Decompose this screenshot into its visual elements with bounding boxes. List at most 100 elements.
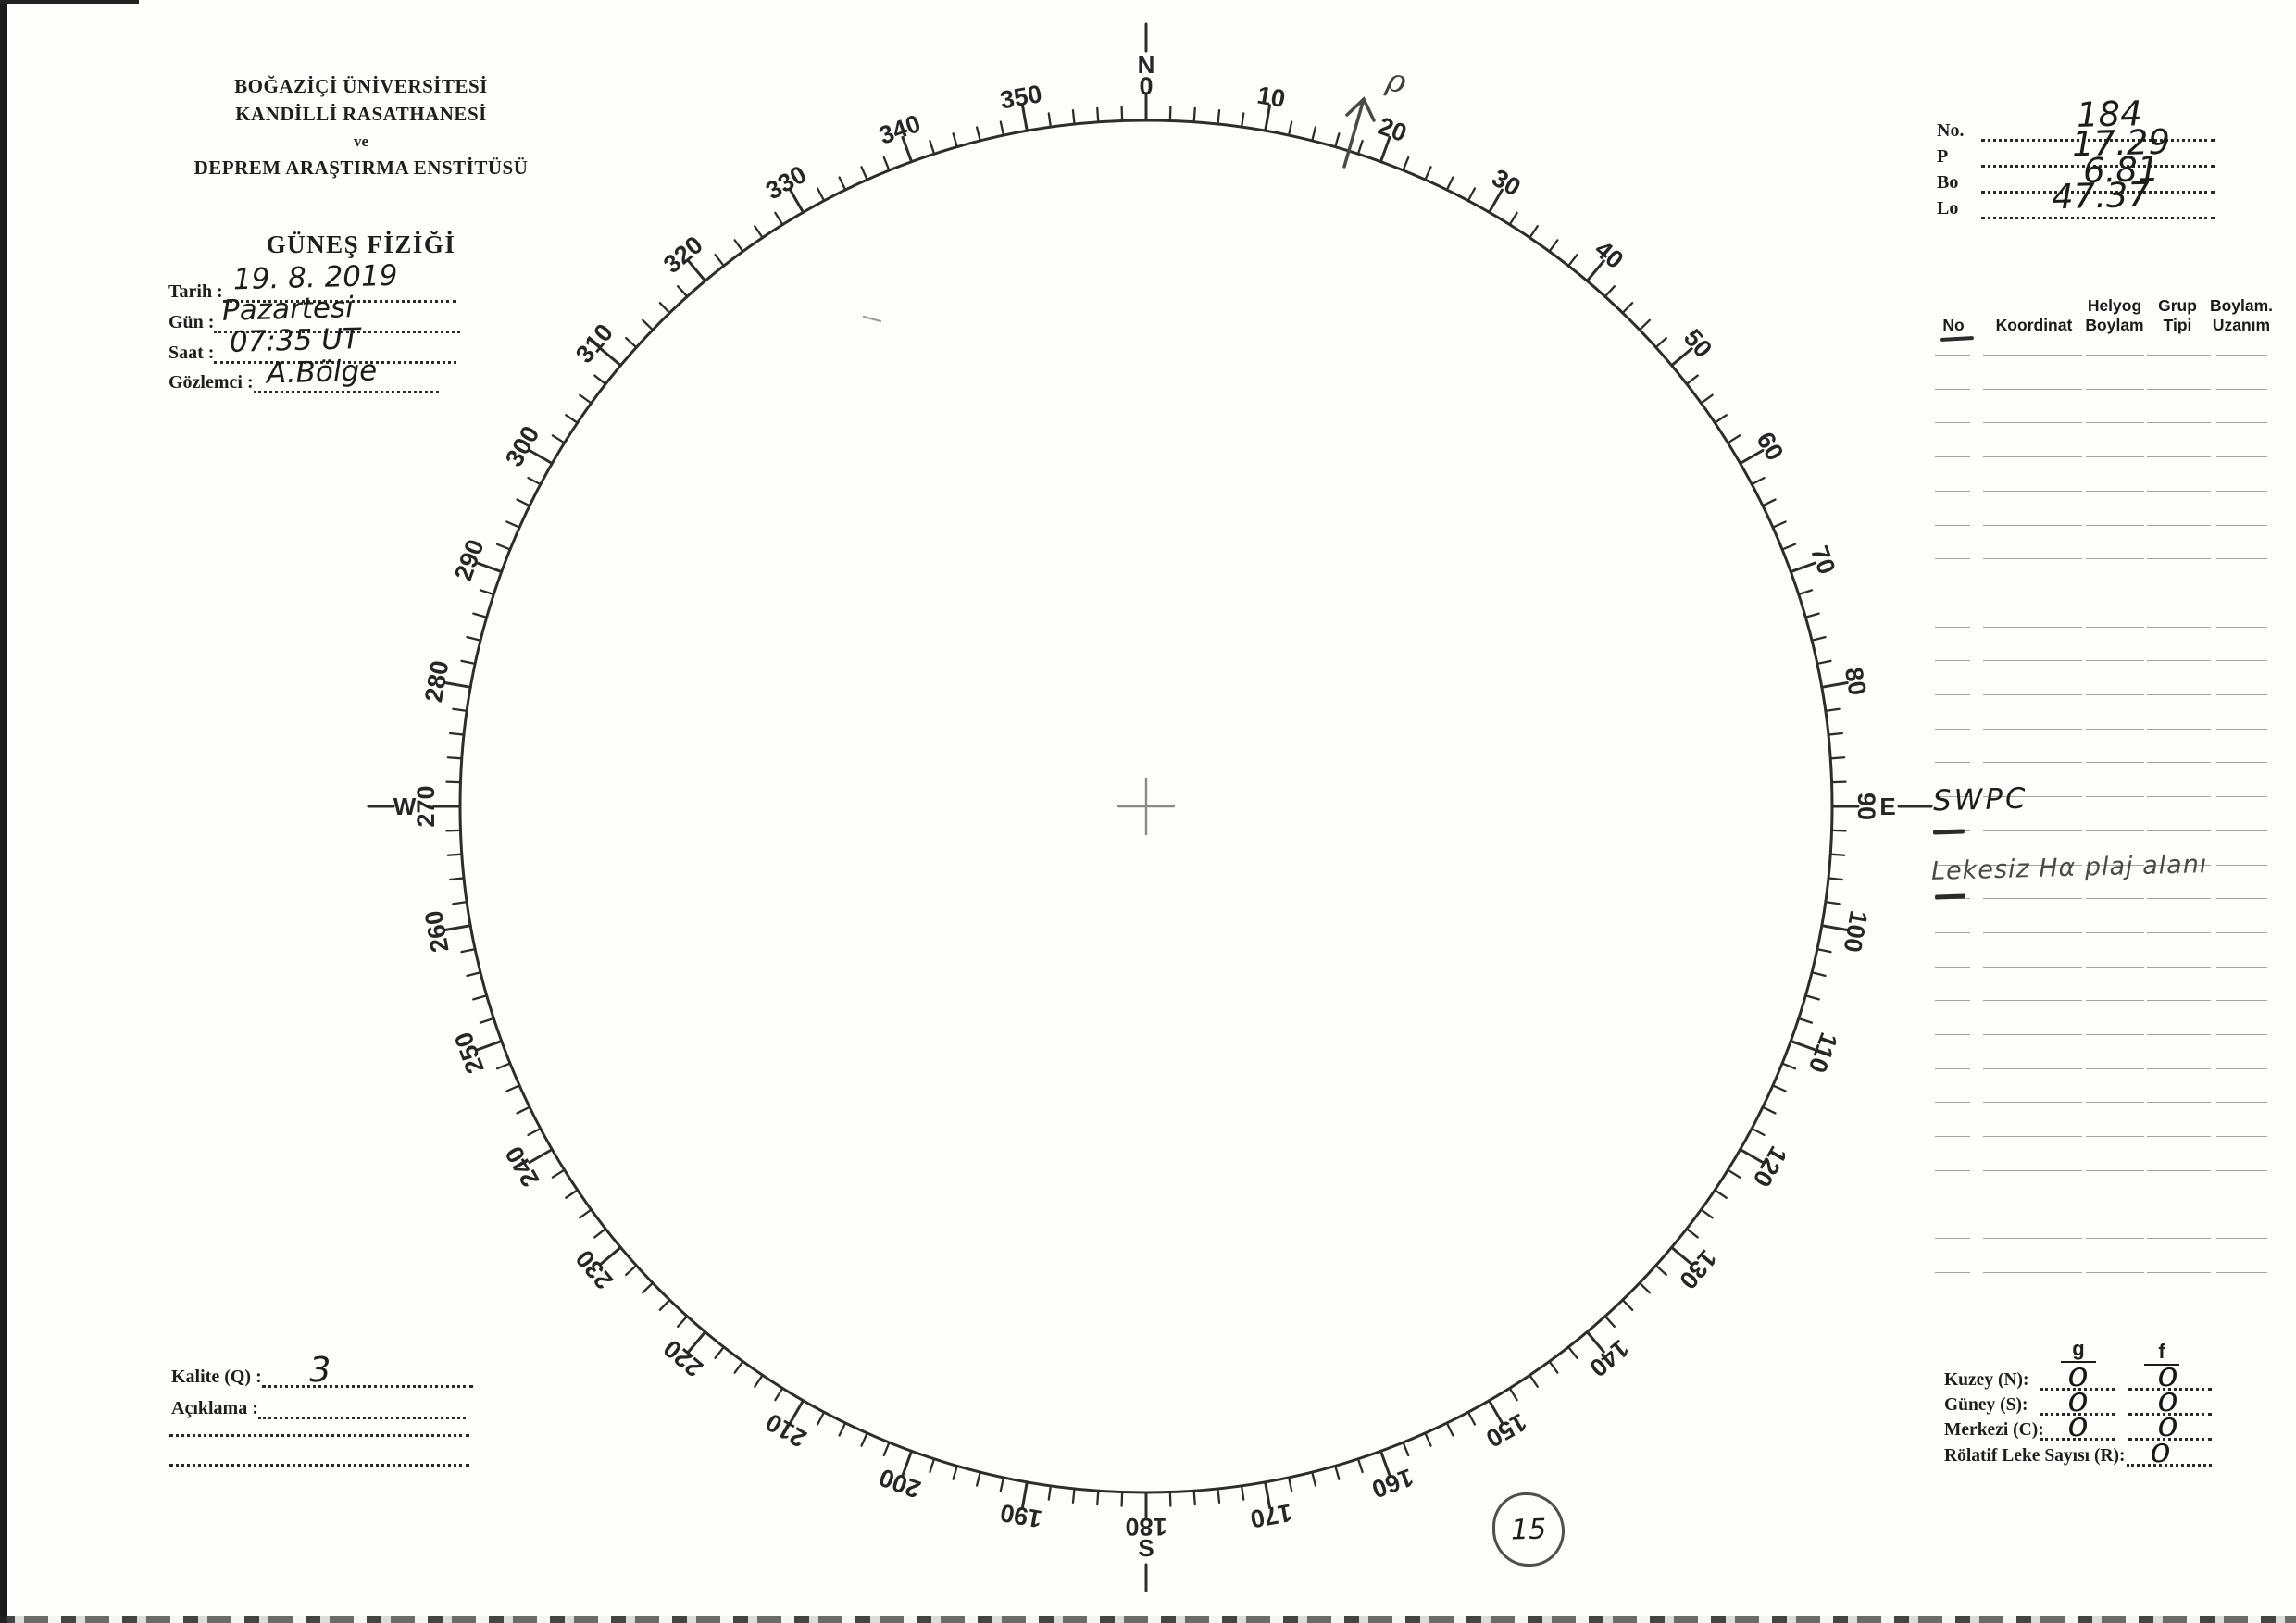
table-row-line <box>1935 931 1970 933</box>
table-row-line <box>2086 830 2144 831</box>
table-row-line <box>2147 1034 2211 1035</box>
minor-tick <box>816 187 826 202</box>
count-g-line-1 <box>2040 1413 2115 1416</box>
minor-tick <box>1192 1490 1196 1506</box>
table-row-line <box>1983 931 2082 933</box>
aciklama-extra-line-1 <box>169 1434 469 1437</box>
minor-tick <box>1824 707 1841 713</box>
saat-label: Saat : <box>168 343 215 363</box>
table-row-line <box>1935 898 1970 900</box>
institution-line1: BOĞAZİÇİ ÜNİVERSİTESİ <box>234 75 488 97</box>
table-row-line <box>1935 524 1970 526</box>
minor-tick <box>1356 1457 1364 1474</box>
table-row-line <box>2086 355 2144 356</box>
minor-tick <box>999 120 1005 137</box>
table-row-line <box>2147 355 2211 356</box>
minor-tick <box>1771 520 1787 529</box>
minor-tick <box>1780 1062 1797 1070</box>
table-row-line <box>2086 456 2144 458</box>
counts-g-header: g <box>2061 1337 2096 1363</box>
table-row-line <box>2086 931 2144 933</box>
degree-label-320: 320 <box>658 231 708 279</box>
table-row-line <box>2216 1136 2267 1138</box>
saat-value: 07:35 UT <box>229 322 361 359</box>
table-row-line <box>1935 1067 1970 1069</box>
table-row-line <box>2216 762 2267 764</box>
degree-label-350: 350 <box>998 80 1044 114</box>
major-tick <box>1379 1449 1391 1478</box>
minor-tick <box>516 1105 531 1115</box>
table-row-line <box>1935 1271 1970 1273</box>
minor-tick <box>658 302 671 315</box>
minor-tick <box>714 254 725 268</box>
minor-tick <box>551 434 566 444</box>
minor-tick <box>1402 156 1410 172</box>
table-row-line <box>1935 558 1970 560</box>
tarih-write-line <box>222 280 456 303</box>
table-row-line <box>1983 1034 2082 1035</box>
table-row-line <box>2147 660 2211 662</box>
compass-north: N <box>1138 51 1155 79</box>
table-row-line <box>1935 422 1970 424</box>
degree-label-340: 340 <box>876 109 925 150</box>
minor-tick <box>1804 994 1820 1001</box>
minor-tick <box>527 476 542 486</box>
minor-tick <box>579 1208 593 1219</box>
minor-tick <box>1827 731 1844 736</box>
minor-tick <box>1797 1017 1814 1024</box>
major-tick <box>789 188 805 214</box>
table-row-line <box>2216 422 2267 424</box>
scan-edge-left <box>0 0 7 1623</box>
institution-header: BOĞAZİÇİ ÜNİVERSİTESİ KANDİLLİ RASATHANE… <box>130 72 593 259</box>
minor-tick <box>452 707 468 713</box>
minor-tick <box>1816 659 1832 666</box>
table-row-line <box>2216 456 2267 458</box>
table-row-line <box>1983 830 2082 831</box>
table-header-grup-tipi: Grup Tipi <box>2158 296 2197 334</box>
table-row-line <box>2147 1067 2211 1069</box>
table-row-line <box>2216 694 2267 695</box>
degree-label-40: 40 <box>1590 235 1628 274</box>
table-row-line <box>2216 1000 2267 1002</box>
minor-tick <box>1529 225 1539 239</box>
major-tick <box>1585 1330 1605 1354</box>
count-label-2: Merkezi (C): <box>1944 1420 2044 1440</box>
minor-tick <box>952 132 958 148</box>
aciklama-extra-line-2 <box>169 1464 469 1467</box>
ephemeris-p-line <box>1981 144 2215 168</box>
table-row-line <box>2147 762 2211 764</box>
table-row-line <box>1983 1000 2082 1002</box>
table-row-line <box>2086 966 2144 968</box>
minor-tick <box>495 543 512 551</box>
tarih-label: Tarih : <box>168 281 223 302</box>
kalite-field: Kalite (Q) : <box>171 1365 473 1388</box>
degree-label-310: 310 <box>570 318 618 368</box>
table-row-line <box>1983 1102 2082 1104</box>
minor-tick <box>733 239 744 253</box>
major-tick <box>475 561 504 574</box>
compass-south: S <box>1138 1534 1154 1562</box>
table-row-line <box>2147 1238 2211 1240</box>
table-row-line <box>2147 456 2211 458</box>
major-tick <box>528 449 554 465</box>
minor-tick <box>676 1315 689 1328</box>
table-row-line <box>2216 388 2267 390</box>
table-row-line <box>1935 490 1970 492</box>
page-number-value: 15 <box>1510 1513 1547 1546</box>
table-row-line <box>2147 966 2211 968</box>
table-row-line <box>1935 1000 1970 1002</box>
aciklama-field: Açıklama : <box>171 1396 466 1419</box>
major-tick <box>687 1330 707 1354</box>
minor-tick <box>860 166 868 181</box>
table-row-line <box>2216 1067 2267 1069</box>
ephemeris-lo-label: Lo <box>1937 198 1959 218</box>
minor-tick <box>1761 1105 1777 1115</box>
degree-label-90: 90 <box>1853 793 1880 820</box>
minor-tick <box>1751 1127 1766 1137</box>
table-row-line <box>2086 796 2144 798</box>
table-row-line <box>2086 1034 2144 1035</box>
aciklama-label: Açıklama : <box>171 1398 258 1418</box>
minor-tick <box>565 1189 579 1199</box>
minor-tick <box>551 1168 566 1179</box>
major-tick <box>1020 1480 1029 1509</box>
